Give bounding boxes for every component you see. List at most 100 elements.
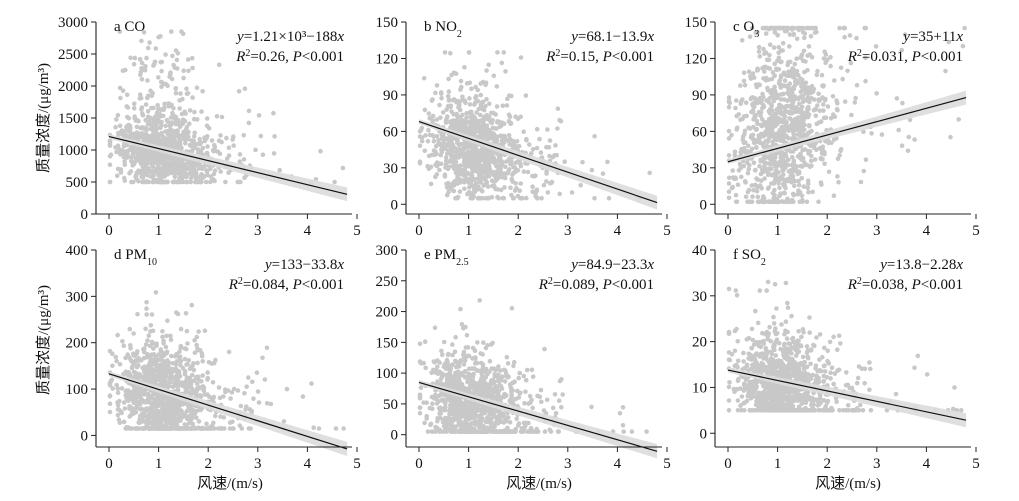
y-tick-label: 200 <box>66 336 89 352</box>
scatter-point <box>125 154 131 159</box>
scatter-point <box>140 158 146 164</box>
scatter-point <box>805 53 810 58</box>
scatter-point <box>231 134 236 139</box>
scatter-point <box>617 411 623 416</box>
y-tick-label: 0 <box>391 197 399 213</box>
regression-equation: y=35+11x <box>901 29 963 45</box>
scatter-point <box>776 116 781 121</box>
scatter-point <box>159 179 164 185</box>
scatter-point <box>521 129 526 134</box>
scatter-point <box>129 159 134 164</box>
scatter-point <box>208 179 213 185</box>
scatter-point <box>153 129 159 135</box>
scatter-point <box>174 310 179 315</box>
scatter-point <box>212 178 217 184</box>
scatter-point <box>452 349 458 355</box>
scatter-point <box>845 68 850 74</box>
scatter-point <box>527 142 532 147</box>
scatter-point <box>237 423 243 428</box>
scatter-point <box>179 29 184 34</box>
scatter-point <box>161 105 167 111</box>
scatter-point <box>464 332 470 338</box>
scatter-point <box>175 406 180 412</box>
scatter-point <box>792 61 798 67</box>
scatter-point <box>821 115 827 121</box>
scatter-point <box>144 369 149 375</box>
scatter-point <box>506 133 512 138</box>
scatter-point <box>456 105 461 110</box>
scatter-point <box>812 157 818 162</box>
scatter-point <box>173 86 178 92</box>
scatter-point <box>496 195 501 201</box>
x-tick-label: 0 <box>105 223 113 239</box>
scatter-point <box>515 116 521 122</box>
scatter-point <box>442 174 448 179</box>
scatter-point <box>771 45 777 50</box>
scatter-point <box>560 392 565 397</box>
scatter-point <box>110 351 115 357</box>
scatter-point <box>555 106 561 111</box>
scatter-point <box>948 134 953 140</box>
scatter-point <box>783 199 789 205</box>
y-tick-label: 3000 <box>58 15 88 31</box>
scatter-point <box>156 151 162 157</box>
scatter-point <box>135 311 140 317</box>
y-tick-label: 120 <box>685 51 708 67</box>
scatter-point <box>226 145 232 150</box>
scatter-point <box>113 145 118 150</box>
scatter-point <box>153 140 158 146</box>
scatter-point <box>738 101 743 107</box>
scatter-point <box>836 179 841 185</box>
scatter-point <box>559 405 564 410</box>
scatter-point <box>226 349 232 355</box>
scatter-point <box>727 100 732 106</box>
scatter-point <box>499 60 505 66</box>
scatter-point <box>502 185 507 190</box>
scatter-point <box>807 130 812 135</box>
scatter-point <box>753 82 759 87</box>
scatter-point <box>479 195 484 201</box>
scatter-point <box>165 318 170 324</box>
scatter-point <box>505 170 511 176</box>
scatter-point <box>462 141 467 147</box>
y-tick-label: 0 <box>700 197 708 213</box>
scatter-point <box>155 102 160 108</box>
scatter-point <box>198 140 204 146</box>
scatter-point <box>430 118 436 123</box>
scatter-point <box>429 152 435 158</box>
scatter-point <box>209 361 215 366</box>
scatter-point <box>200 373 205 378</box>
scatter-point <box>210 396 215 402</box>
scatter-point <box>781 120 787 125</box>
scatter-point <box>750 109 756 114</box>
scatter-point <box>434 401 440 406</box>
scatter-point <box>158 34 163 39</box>
scatter-point <box>189 171 194 177</box>
x-axis-title-right: 风速/(m/s) <box>815 475 881 492</box>
scatter-point <box>747 34 753 39</box>
scatter-point <box>158 137 164 143</box>
scatter-point <box>465 163 471 169</box>
scatter-point <box>417 395 423 401</box>
scatter-point <box>162 169 168 174</box>
scatter-point <box>168 103 173 109</box>
scatter-point <box>205 370 210 375</box>
scatter-point <box>778 73 784 78</box>
scatter-point <box>726 128 732 134</box>
scatter-point <box>629 429 635 434</box>
scatter-point <box>775 33 780 38</box>
scatter-point <box>830 94 836 99</box>
scatter-point <box>153 290 159 295</box>
scatter-point <box>468 123 474 128</box>
scatter-point <box>107 154 113 159</box>
scatter-point <box>503 164 508 170</box>
scatter-point <box>162 172 168 177</box>
scatter-point <box>798 89 804 95</box>
scatter-point <box>524 195 529 201</box>
scatter-point <box>477 298 483 303</box>
scatter-point <box>126 116 132 121</box>
scatter-point <box>184 408 190 414</box>
scatter-point <box>818 119 824 124</box>
scatter-point <box>218 133 223 138</box>
